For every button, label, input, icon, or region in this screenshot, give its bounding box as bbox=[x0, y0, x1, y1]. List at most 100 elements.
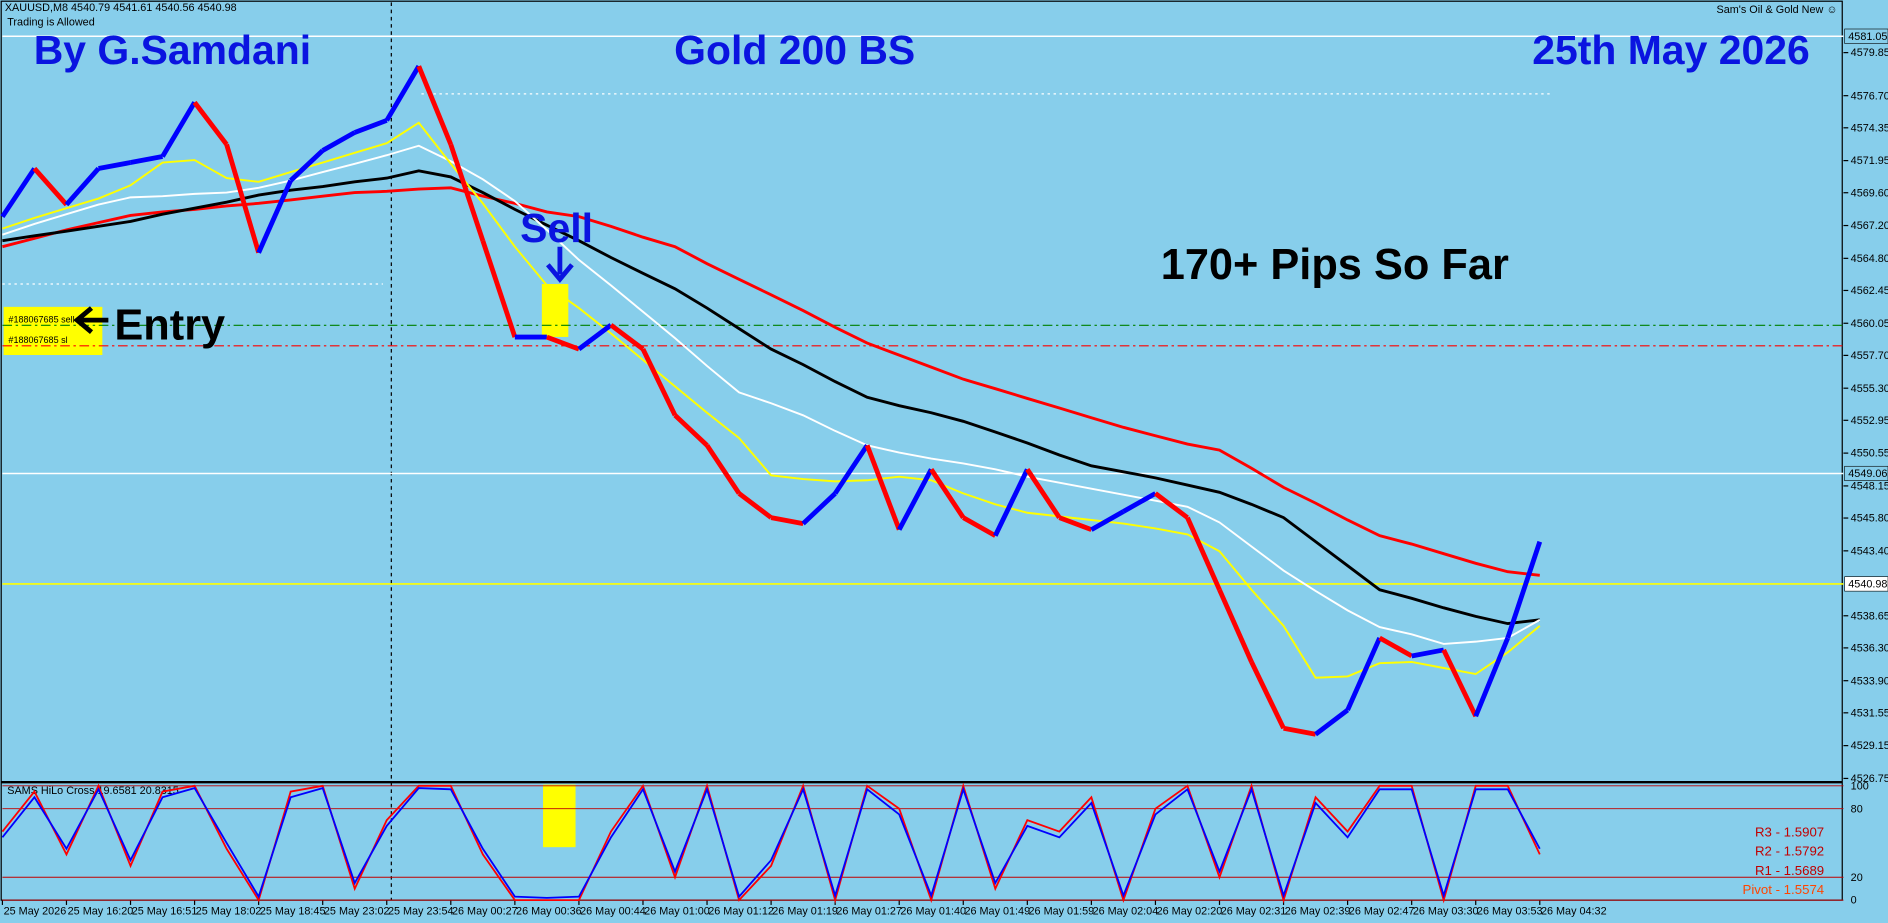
y-tick-label: 4545.80 bbox=[1851, 513, 1888, 525]
price-segment bbox=[1345, 636, 1382, 712]
symbol-info: XAUUSD,M8 4540.79 4541.61 4540.56 4540.9… bbox=[5, 2, 237, 14]
oscillator-title: SAMS HiLo Cross 19.6581 20.8315 bbox=[7, 785, 179, 797]
price-segment bbox=[1378, 635, 1413, 659]
y-tick-label: 4564.80 bbox=[1851, 253, 1888, 265]
price-segment bbox=[864, 444, 902, 531]
x-tick-label: 26 May 01:00 bbox=[644, 906, 710, 918]
signal-label: Sell bbox=[520, 205, 593, 251]
moving-average bbox=[2, 169, 1540, 626]
price-segment bbox=[353, 118, 388, 135]
price-segment bbox=[1411, 647, 1445, 659]
x-tick-label: 26 May 01:40 bbox=[900, 906, 966, 918]
x-tick-label: 25 May 18:45 bbox=[260, 906, 326, 918]
pivot-label: R2 - 1.5792 bbox=[1755, 844, 1824, 859]
price-segment bbox=[993, 468, 1030, 537]
author: By G.Samdani bbox=[34, 27, 311, 73]
y-tick-label: 4552.95 bbox=[1851, 415, 1888, 427]
price-segment bbox=[1058, 515, 1093, 532]
order-label: #188067685 sell bbox=[8, 315, 74, 325]
x-tick-label: 26 May 01:19 bbox=[772, 906, 838, 918]
price-segment bbox=[1153, 491, 1189, 520]
x-tick-label: 25 May 18:02 bbox=[196, 906, 262, 918]
y-tick-label: 4574.35 bbox=[1851, 122, 1888, 134]
price-segment bbox=[1283, 725, 1317, 737]
chart-title: Gold 200 BS bbox=[674, 27, 915, 73]
y-tick-label: 4576.70 bbox=[1851, 90, 1888, 102]
price-segment bbox=[833, 443, 870, 495]
y-tick-label: 4555.30 bbox=[1851, 383, 1888, 395]
x-tick-label: 25 May 23:02 bbox=[324, 906, 390, 918]
y-tick-label: 4560.05 bbox=[1851, 318, 1888, 330]
price-segment bbox=[1217, 588, 1254, 663]
x-tick-label: 26 May 03:30 bbox=[1413, 906, 1479, 918]
x-tick-label: 26 May 02:31 bbox=[1221, 906, 1287, 918]
x-tick-label: 26 May 01:27 bbox=[836, 906, 902, 918]
y-tick-label: 4543.40 bbox=[1851, 545, 1888, 557]
y-tick-label: 4533.90 bbox=[1851, 675, 1888, 687]
x-tick-label: 26 May 00:27 bbox=[452, 906, 518, 918]
price-segment bbox=[1314, 708, 1350, 737]
moving-average bbox=[2, 144, 1541, 645]
y-tick-label: 4562.45 bbox=[1851, 285, 1888, 297]
price-segment bbox=[130, 154, 163, 165]
x-tick-label: 26 May 00:36 bbox=[516, 906, 582, 918]
x-tick-label: 26 May 02:47 bbox=[1349, 906, 1415, 918]
y-tick-label: 4536.30 bbox=[1851, 643, 1888, 655]
y-tick-label: 4571.95 bbox=[1851, 155, 1888, 167]
price-segment bbox=[256, 179, 293, 254]
pivot-label: Pivot - 1.5574 bbox=[1742, 882, 1824, 897]
x-tick-label: 26 May 03:53 bbox=[1477, 906, 1543, 918]
y-tick-label: 4557.70 bbox=[1851, 350, 1888, 362]
price-segment bbox=[1090, 509, 1125, 532]
price-segment bbox=[577, 323, 613, 352]
x-tick-label: 26 May 01:12 bbox=[708, 906, 774, 918]
x-tick-label: 25 May 2026 bbox=[4, 906, 67, 918]
price-segment bbox=[962, 515, 997, 538]
price-segment bbox=[192, 100, 229, 146]
y-tick-label: 4538.65 bbox=[1851, 610, 1888, 622]
x-tick-label: 25 May 23:54 bbox=[388, 906, 454, 918]
price-segment bbox=[64, 166, 101, 207]
price-segment bbox=[448, 143, 486, 242]
moving-average bbox=[2, 186, 1540, 577]
price-segment bbox=[98, 160, 131, 171]
price-segment bbox=[32, 166, 69, 207]
x-tick-label: 25 May 16:20 bbox=[68, 906, 134, 918]
x-tick-label: 26 May 02:04 bbox=[1093, 906, 1159, 918]
price-segment bbox=[289, 148, 325, 183]
oscillator-tick-label: 0 bbox=[1851, 895, 1857, 907]
price-segment bbox=[673, 413, 709, 448]
oscillator-line bbox=[1, 786, 1541, 899]
price-segment bbox=[609, 323, 645, 352]
oscillator-tick-label: 100 bbox=[1851, 780, 1869, 792]
entry-arrow bbox=[73, 306, 109, 334]
price-level-box bbox=[1844, 465, 1888, 482]
price-segment bbox=[770, 515, 804, 527]
price-segment bbox=[1441, 648, 1478, 718]
x-tick-label: 26 May 04:32 bbox=[1541, 906, 1607, 918]
price-level-label: 4581.05 bbox=[1848, 31, 1887, 43]
y-tick-label: 4531.55 bbox=[1851, 707, 1888, 719]
order-label: #188067685 sl bbox=[8, 335, 67, 345]
y-tick-label: 4550.55 bbox=[1851, 448, 1888, 460]
price-level-label: 4540.98 bbox=[1848, 579, 1887, 591]
price-segment bbox=[1249, 660, 1286, 730]
lines-layer bbox=[0, 35, 1844, 737]
trading-status: Trading is Allowed bbox=[7, 16, 95, 28]
price-level-box bbox=[1844, 576, 1888, 592]
price-segment bbox=[416, 65, 454, 146]
y-tick-label: 4548.15 bbox=[1851, 481, 1888, 493]
price-segment bbox=[897, 468, 934, 531]
x-tick-label: 26 May 02:39 bbox=[1285, 906, 1351, 918]
price-segment bbox=[801, 491, 837, 526]
y-tick-label: 4526.75 bbox=[1851, 773, 1888, 785]
x-tick-label: 26 May 02:20 bbox=[1157, 906, 1223, 918]
date: 25th May 2026 bbox=[1532, 27, 1810, 73]
y-tick-label: 4567.20 bbox=[1851, 220, 1888, 232]
price-segment bbox=[705, 443, 742, 495]
price-segment bbox=[224, 143, 261, 254]
price-segment bbox=[160, 101, 197, 158]
x-tick-label: 26 May 00:44 bbox=[580, 906, 646, 918]
x-tick-label: 25 May 16:51 bbox=[132, 906, 198, 918]
